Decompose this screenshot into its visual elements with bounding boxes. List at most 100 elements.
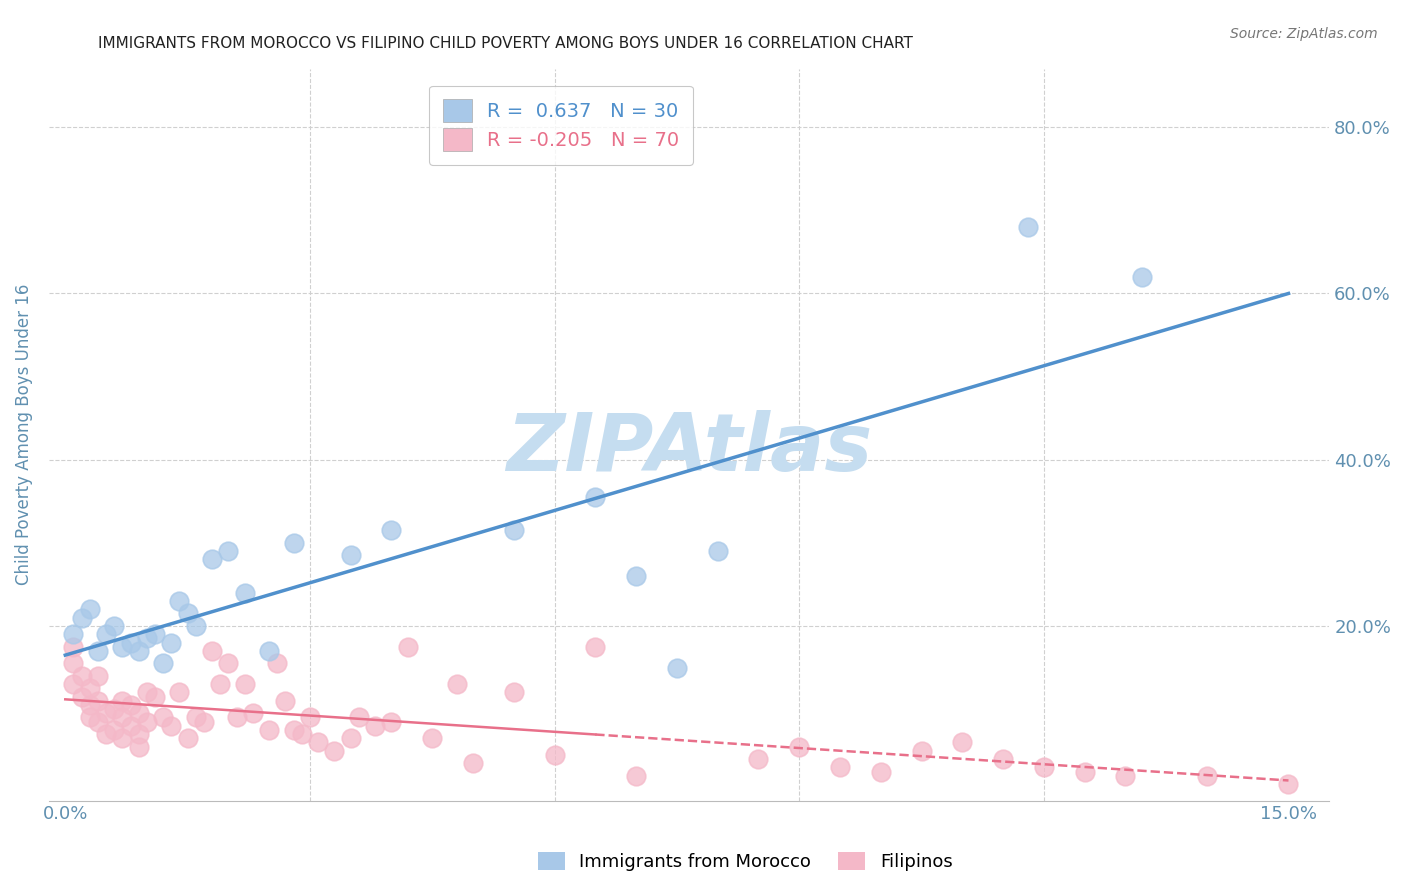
Point — [70, 690, 93, 704]
Point — [1114, 769, 1136, 783]
Point — [62, 677, 84, 691]
Point — [502, 523, 524, 537]
Point — [135, 685, 157, 699]
Point — [307, 735, 329, 749]
Point — [233, 585, 256, 599]
Point — [420, 731, 443, 746]
Point — [176, 731, 198, 746]
Point — [87, 714, 110, 729]
Point — [747, 752, 769, 766]
Point — [1195, 769, 1218, 783]
Point — [79, 602, 101, 616]
Point — [298, 710, 321, 724]
Point — [103, 723, 125, 737]
Point — [169, 685, 191, 699]
Point — [120, 719, 142, 733]
Point — [706, 544, 728, 558]
Point — [217, 544, 239, 558]
Legend: R =  0.637   N = 30, R = -0.205   N = 70: R = 0.637 N = 30, R = -0.205 N = 70 — [429, 86, 693, 164]
Point — [128, 727, 150, 741]
Point — [79, 698, 101, 712]
Point — [242, 706, 264, 721]
Point — [380, 714, 402, 729]
Point — [143, 627, 166, 641]
Point — [1017, 219, 1039, 234]
Point — [79, 681, 101, 696]
Point — [624, 769, 647, 783]
Point — [135, 714, 157, 729]
Point — [94, 706, 117, 721]
Point — [339, 731, 361, 746]
Point — [1130, 269, 1153, 284]
Point — [257, 644, 280, 658]
Point — [176, 607, 198, 621]
Point — [446, 677, 468, 691]
Point — [291, 727, 314, 741]
Point — [120, 635, 142, 649]
Point — [583, 640, 606, 654]
Text: IMMIGRANTS FROM MOROCCO VS FILIPINO CHILD POVERTY AMONG BOYS UNDER 16 CORRELATIO: IMMIGRANTS FROM MOROCCO VS FILIPINO CHIL… — [98, 36, 914, 51]
Point — [274, 694, 297, 708]
Point — [87, 694, 110, 708]
Point — [543, 747, 565, 762]
Point — [152, 657, 174, 671]
Point — [184, 619, 207, 633]
Point — [1032, 760, 1054, 774]
Point — [502, 685, 524, 699]
Point — [111, 710, 134, 724]
Point — [70, 610, 93, 624]
Point — [266, 657, 288, 671]
Point — [869, 764, 891, 779]
Point — [111, 731, 134, 746]
Point — [169, 594, 191, 608]
Point — [257, 723, 280, 737]
Point — [120, 698, 142, 712]
Point — [233, 677, 256, 691]
Point — [62, 627, 84, 641]
Point — [583, 490, 606, 504]
Point — [111, 640, 134, 654]
Point — [910, 744, 932, 758]
Legend: Immigrants from Morocco, Filipinos: Immigrants from Morocco, Filipinos — [530, 845, 960, 879]
Point — [94, 627, 117, 641]
Point — [624, 569, 647, 583]
Point — [193, 714, 215, 729]
Point — [201, 644, 224, 658]
Point — [62, 657, 84, 671]
Point — [128, 706, 150, 721]
Text: ZIPAtlas: ZIPAtlas — [506, 410, 872, 488]
Point — [364, 719, 387, 733]
Point — [1277, 777, 1299, 791]
Point — [143, 690, 166, 704]
Point — [1073, 764, 1095, 779]
Point — [323, 744, 346, 758]
Point — [828, 760, 851, 774]
Point — [665, 660, 688, 674]
Point — [103, 702, 125, 716]
Point — [787, 739, 810, 754]
Point — [396, 640, 419, 654]
Point — [950, 735, 973, 749]
Point — [94, 727, 117, 741]
Point — [225, 710, 247, 724]
Point — [128, 739, 150, 754]
Point — [380, 523, 402, 537]
Point — [135, 632, 157, 646]
Point — [209, 677, 232, 691]
Point — [201, 552, 224, 566]
Point — [991, 752, 1014, 766]
Point — [160, 635, 183, 649]
Point — [339, 548, 361, 562]
Point — [70, 669, 93, 683]
Point — [87, 644, 110, 658]
Point — [128, 644, 150, 658]
Point — [152, 710, 174, 724]
Y-axis label: Child Poverty Among Boys Under 16: Child Poverty Among Boys Under 16 — [15, 284, 32, 585]
Point — [184, 710, 207, 724]
Text: Source: ZipAtlas.com: Source: ZipAtlas.com — [1230, 27, 1378, 41]
Point — [79, 710, 101, 724]
Point — [283, 535, 305, 549]
Point — [160, 719, 183, 733]
Point — [103, 619, 125, 633]
Point — [111, 694, 134, 708]
